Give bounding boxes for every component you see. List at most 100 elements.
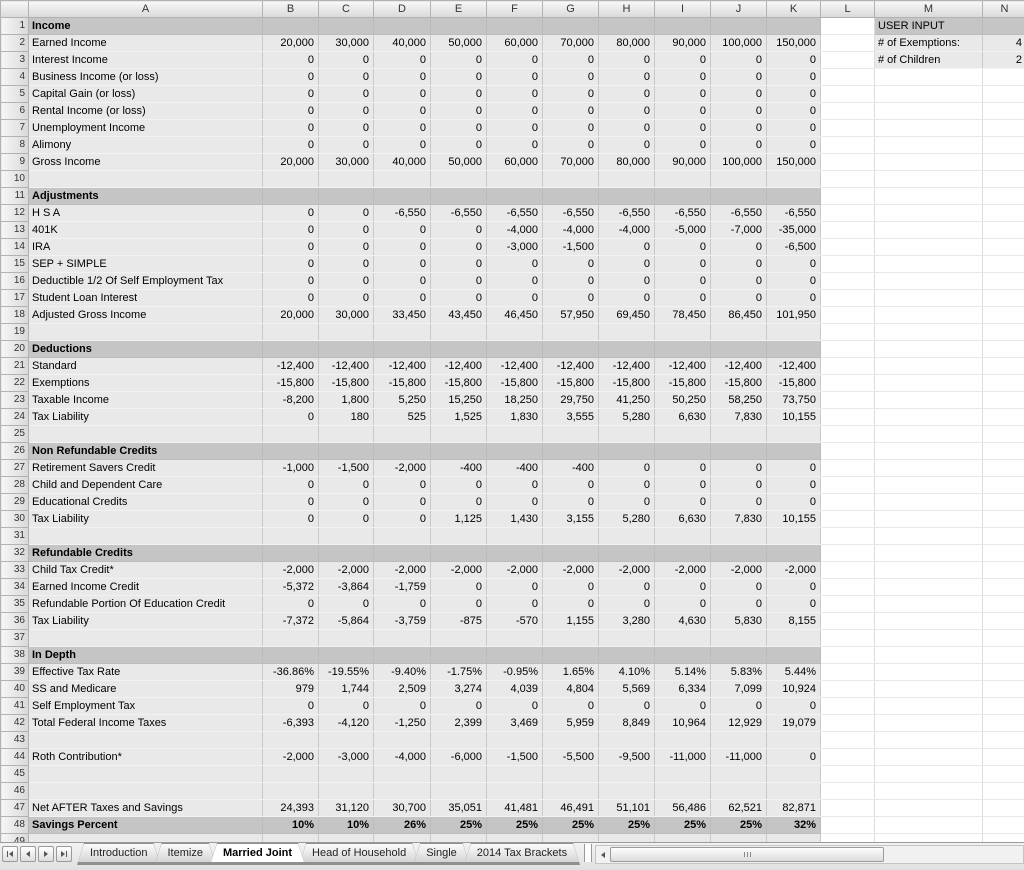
cell-L8[interactable] (820, 136, 875, 154)
cell-J7[interactable]: 0 (710, 119, 767, 137)
cell-E21[interactable]: -12,400 (430, 357, 487, 375)
cell-B42[interactable]: -6,393 (262, 714, 319, 732)
cell-F13[interactable]: -4,000 (486, 221, 543, 239)
cell-H45[interactable] (598, 765, 655, 783)
cell-H12[interactable]: -6,550 (598, 204, 655, 222)
cell-E45[interactable] (430, 765, 487, 783)
cell-D2[interactable]: 40,000 (373, 34, 431, 52)
cell-M39[interactable] (874, 663, 983, 681)
cell-C5[interactable]: 0 (318, 85, 374, 103)
cell-F7[interactable]: 0 (486, 119, 543, 137)
row-header-32[interactable]: 32 (0, 544, 29, 562)
tab-splitter-handle[interactable] (584, 844, 593, 862)
cell-F4[interactable]: 0 (486, 68, 543, 86)
cell-M4[interactable] (874, 68, 983, 86)
cell-A44[interactable]: Roth Contribution* (28, 748, 263, 766)
cell-F22[interactable]: -15,800 (486, 374, 543, 392)
cell-B45[interactable] (262, 765, 319, 783)
cell-A5[interactable]: Capital Gain (or loss) (28, 85, 263, 103)
cell-D39[interactable]: -9.40% (373, 663, 431, 681)
cell-C17[interactable]: 0 (318, 289, 374, 307)
cell-B46[interactable] (262, 782, 319, 800)
cell-I6[interactable]: 0 (654, 102, 711, 120)
row-header-7[interactable]: 7 (0, 119, 29, 137)
cell-G10[interactable] (542, 170, 599, 188)
cell-D26[interactable] (373, 442, 431, 460)
cell-D34[interactable]: -1,759 (373, 578, 431, 596)
cell-L16[interactable] (820, 272, 875, 290)
cell-L6[interactable] (820, 102, 875, 120)
cell-D45[interactable] (373, 765, 431, 783)
cell-D14[interactable]: 0 (373, 238, 431, 256)
cell-G43[interactable] (542, 731, 599, 749)
cell-A10[interactable] (28, 170, 263, 188)
cell-I35[interactable]: 0 (654, 595, 711, 613)
cell-E19[interactable] (430, 323, 487, 341)
cell-C19[interactable] (318, 323, 374, 341)
cell-K10[interactable] (766, 170, 821, 188)
cell-J39[interactable]: 5.83% (710, 663, 767, 681)
cell-H31[interactable] (598, 527, 655, 545)
cell-K1[interactable] (766, 17, 821, 35)
cell-A33[interactable]: Child Tax Credit* (28, 561, 263, 579)
cell-G30[interactable]: 3,155 (542, 510, 599, 528)
cell-B33[interactable]: -2,000 (262, 561, 319, 579)
cell-K43[interactable] (766, 731, 821, 749)
cell-I45[interactable] (654, 765, 711, 783)
row-header-34[interactable]: 34 (0, 578, 29, 596)
cell-A11[interactable]: Adjustments (28, 187, 263, 205)
cell-N45[interactable] (982, 765, 1024, 783)
cell-D15[interactable]: 0 (373, 255, 431, 273)
cell-L11[interactable] (820, 187, 875, 205)
cell-B34[interactable]: -5,372 (262, 578, 319, 596)
cell-B37[interactable] (262, 629, 319, 647)
cell-M9[interactable] (874, 153, 983, 171)
cell-D27[interactable]: -2,000 (373, 459, 431, 477)
cell-M46[interactable] (874, 782, 983, 800)
cell-H24[interactable]: 5,280 (598, 408, 655, 426)
cell-L31[interactable] (820, 527, 875, 545)
cell-E47[interactable]: 35,051 (430, 799, 487, 817)
cell-D8[interactable]: 0 (373, 136, 431, 154)
row-header-13[interactable]: 13 (0, 221, 29, 239)
cell-G36[interactable]: 1,155 (542, 612, 599, 630)
sheet-tab-2014-tax-brackets[interactable]: 2014 Tax Brackets (464, 843, 580, 865)
cell-A35[interactable]: Refundable Portion Of Education Credit (28, 595, 263, 613)
cell-E36[interactable]: -875 (430, 612, 487, 630)
cell-N46[interactable] (982, 782, 1024, 800)
cell-C37[interactable] (318, 629, 374, 647)
cell-L2[interactable] (820, 34, 875, 52)
row-header-11[interactable]: 11 (0, 187, 29, 205)
cell-I33[interactable]: -2,000 (654, 561, 711, 579)
cell-N24[interactable] (982, 408, 1024, 426)
cell-L34[interactable] (820, 578, 875, 596)
cell-J21[interactable]: -12,400 (710, 357, 767, 375)
cell-J31[interactable] (710, 527, 767, 545)
cell-N6[interactable] (982, 102, 1024, 120)
cell-I46[interactable] (654, 782, 711, 800)
cell-F38[interactable] (486, 646, 543, 664)
cell-C24[interactable]: 180 (318, 408, 374, 426)
cell-D25[interactable] (373, 425, 431, 443)
cell-F32[interactable] (486, 544, 543, 562)
cell-A2[interactable]: Earned Income (28, 34, 263, 52)
cell-B23[interactable]: -8,200 (262, 391, 319, 409)
last-sheet-icon[interactable] (56, 846, 72, 862)
cell-M18[interactable] (874, 306, 983, 324)
cell-L9[interactable] (820, 153, 875, 171)
cell-N38[interactable] (982, 646, 1024, 664)
cell-J46[interactable] (710, 782, 767, 800)
cell-E24[interactable]: 1,525 (430, 408, 487, 426)
row-header-42[interactable]: 42 (0, 714, 29, 732)
cell-L4[interactable] (820, 68, 875, 86)
cell-M23[interactable] (874, 391, 983, 409)
cell-N25[interactable] (982, 425, 1024, 443)
cell-H43[interactable] (598, 731, 655, 749)
cell-J30[interactable]: 7,830 (710, 510, 767, 528)
row-header-21[interactable]: 21 (0, 357, 29, 375)
cell-D29[interactable]: 0 (373, 493, 431, 511)
cell-C4[interactable]: 0 (318, 68, 374, 86)
row-header-2[interactable]: 2 (0, 34, 29, 52)
cell-A29[interactable]: Educational Credits (28, 493, 263, 511)
cell-F44[interactable]: -1,500 (486, 748, 543, 766)
